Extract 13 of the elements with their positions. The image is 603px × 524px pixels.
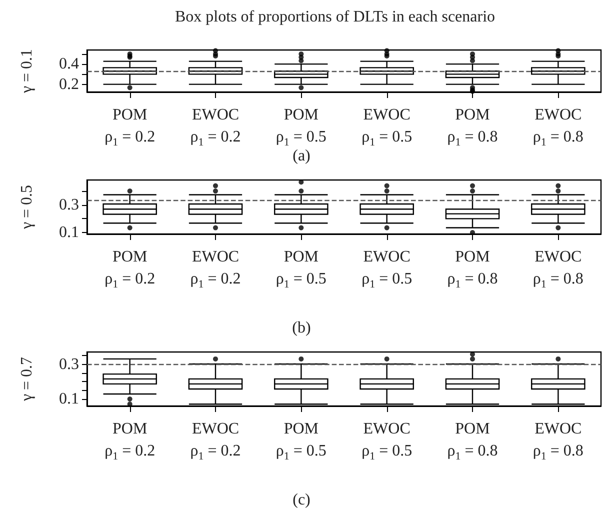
- y-axis-title: γ = 0.7: [18, 356, 36, 402]
- y-axis-title: γ = 0.5: [18, 184, 36, 230]
- y-tick-label: 0.2: [59, 76, 79, 93]
- y-tick-label: 0.3: [59, 196, 79, 214]
- y-axis-title: γ = 0.1: [18, 48, 36, 94]
- text: (b): [292, 320, 311, 336]
- y-tick-label: 0.1: [59, 224, 79, 241]
- y-tick-label: 0.1: [59, 390, 79, 408]
- y-tick-label: 0.4: [59, 56, 79, 73]
- text: (a): [292, 148, 310, 164]
- y-tick-label: 0.3: [59, 356, 79, 373]
- text: (c): [292, 492, 310, 508]
- chart-title: Box plots of proportions of DLTs in each scenario: [174, 8, 496, 26]
